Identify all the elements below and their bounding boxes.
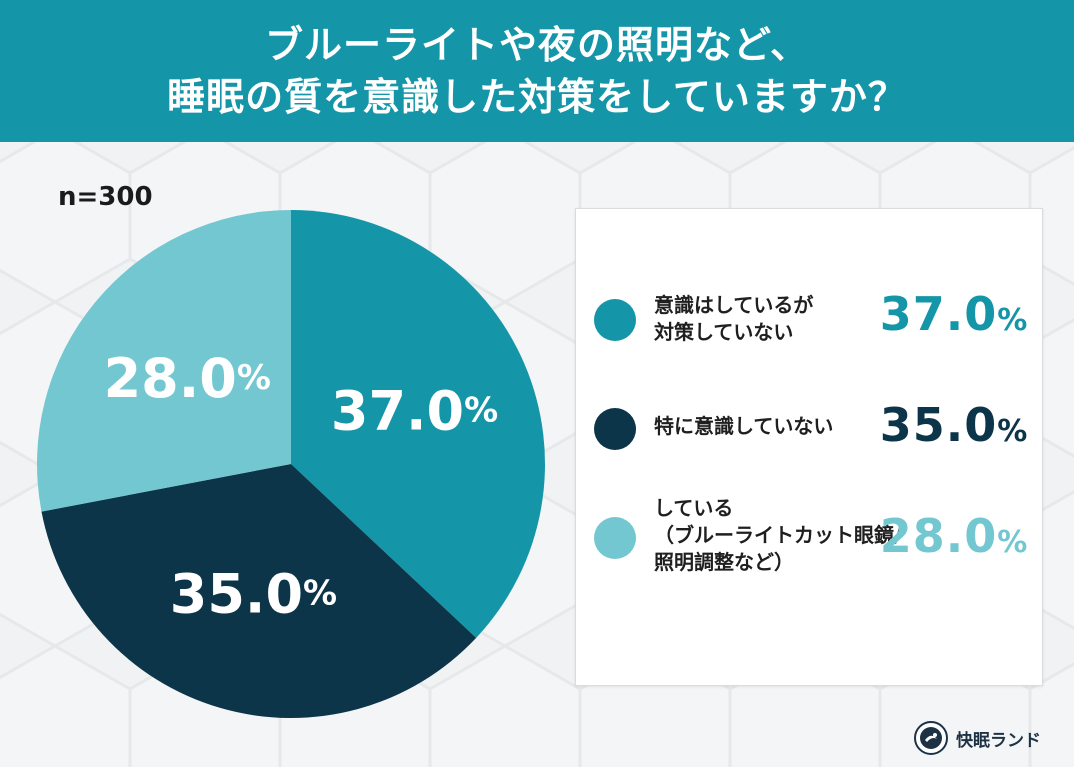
legend-item-aware-not-acting: 意識はしているが 対策していない 37.0% [576,237,1044,347]
title-line-1: ブルーライトや夜の照明など、 [264,23,810,67]
legend-swatch-navy [594,408,636,450]
kaimin-land-logo-icon [914,721,948,755]
legend-value-acting: 28.0% [879,509,1029,563]
legend-label-aware-not-acting: 意識はしているが 対策していない [654,293,814,344]
pie-data-label: 37.0% [331,379,498,442]
title-line-2: 睡眠の質を意識した対策をしていますか？ [167,75,907,119]
legend-value-not-aware: 35.0% [879,398,1029,452]
pie-slice-not-aware [41,464,477,718]
legend-item-acting: している （ブルーライトカット眼鏡/ 照明調整など） 28.0% [576,461,1044,574]
legend-swatch-teal [594,299,636,341]
legend-value-aware-not-acting: 37.0% [879,287,1029,341]
brand-logo: 快眠ランド [914,720,1041,756]
legend-label-acting: している （ブルーライトカット眼鏡/ 照明調整など） [654,496,902,574]
legend-swatch-light-teal [594,517,636,559]
legend-item-not-aware: 特に意識していない 35.0% [576,349,1044,459]
pie-data-label: 28.0% [104,347,271,410]
pie-slice-acting [36,210,291,512]
pie-slice-aware-not-acting [291,210,545,638]
sample-size-label: n=300 [58,182,153,212]
pie-data-label: 35.0% [170,562,337,625]
legend-panel: 意識はしているが 対策していない 37.0% 特に意識していない 35.0% し… [575,208,1043,686]
legend-label-not-aware: 特に意識していない [654,414,834,438]
brand-name: 快眠ランド [956,730,1041,751]
title-banner: ブルーライトや夜の照明など、 睡眠の質を意識した対策をしていますか？ [0,0,1074,142]
